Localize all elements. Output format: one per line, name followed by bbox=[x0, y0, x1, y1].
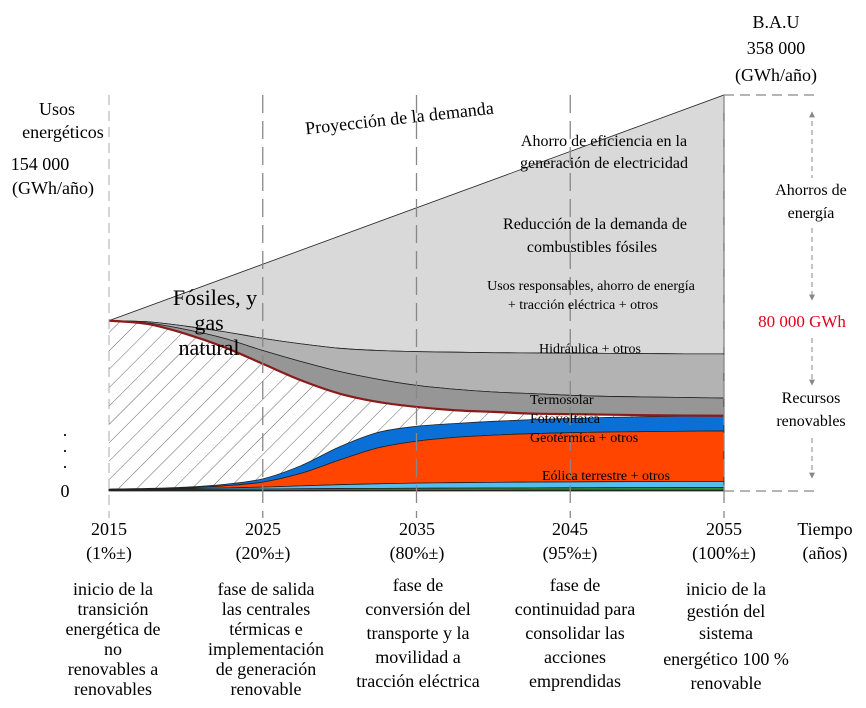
x-pct-2025: (20%±) bbox=[236, 543, 291, 564]
demand-projection-label: Proyección de la demanda bbox=[304, 98, 494, 139]
y-unit: (GWh/año) bbox=[12, 178, 94, 199]
y-start-value: 154 000 bbox=[11, 154, 70, 174]
fosiles-edge-line bbox=[108, 319, 725, 417]
ylabel-line-2: energéticos bbox=[22, 122, 104, 142]
phase-2025-line: las centrales bbox=[222, 599, 310, 619]
phase-2055-line: sistema bbox=[699, 623, 753, 643]
label-fosiles-1: Fósiles, y bbox=[173, 285, 257, 310]
bau-label: B.A.U bbox=[752, 12, 799, 32]
label-ahorro-eficiencia-1: Ahorro de eficiencia en la bbox=[521, 133, 687, 150]
phase-2015: inicio de la transición energética de no… bbox=[65, 579, 160, 699]
phase-2055-line: inicio de la bbox=[686, 579, 766, 599]
label-usos-responsables-2: + tracción eléctrica + otros bbox=[508, 298, 658, 313]
phase-2045-line: consolidar las bbox=[525, 623, 624, 643]
phase-2015-line: renovables a bbox=[68, 659, 158, 679]
label-termosolar-2: Fotovoltaica bbox=[530, 412, 601, 427]
label-termosolar-3: Geotérmica + otros bbox=[530, 431, 638, 446]
x-year-2035: 2035 bbox=[399, 519, 435, 539]
phase-2035-line: movilidad a bbox=[375, 647, 460, 667]
phase-2045-line: emprendidas bbox=[529, 671, 621, 691]
phase-2045: fase de continuidad para consolidar las … bbox=[515, 575, 635, 691]
ylabel-line-1: Usos bbox=[39, 99, 75, 119]
x-pct-2035: (80%±) bbox=[390, 543, 445, 564]
label-fosiles-3: natural bbox=[178, 335, 239, 360]
phase-2015-line: renovables bbox=[74, 679, 152, 699]
phase-2045-line: fase de bbox=[550, 575, 600, 595]
phase-2015-line: transición bbox=[78, 599, 149, 619]
phase-2055-line: gestión del bbox=[687, 601, 766, 621]
label-eolica: Eólica terrestre + otros bbox=[542, 469, 670, 484]
x-pct-2045: (95%±) bbox=[543, 543, 598, 564]
phase-2035-line: conversión del bbox=[365, 599, 470, 619]
phase-2055-line: energético 100 % bbox=[663, 649, 789, 669]
x-pct-2015: (1%±) bbox=[86, 543, 132, 564]
phase-2025: fase de salida las centrales térmicas e … bbox=[208, 579, 324, 699]
phase-2015-line: no bbox=[104, 639, 122, 659]
phase-2035-line: fase de bbox=[393, 575, 443, 595]
y-dot-2: · bbox=[62, 441, 68, 461]
label-usos-responsables-1: Usos responsables, ahorro de energía bbox=[487, 279, 696, 294]
x-pct-2055: (100%±) bbox=[692, 543, 756, 564]
phase-2025-line: de generación bbox=[216, 659, 316, 679]
bau-value: 358 000 bbox=[747, 38, 806, 58]
phase-2035: fase de conversión del transporte y la m… bbox=[356, 575, 479, 691]
x-year-2025: 2025 bbox=[245, 519, 281, 539]
phase-2025-line: renovable bbox=[231, 679, 302, 699]
phase-2025-line: fase de salida bbox=[218, 579, 315, 599]
recursos-label-2: renovables bbox=[776, 413, 845, 430]
phase-2025-line: térmicas e bbox=[229, 619, 302, 639]
label-hidraulica: Hidráulica + otros bbox=[539, 342, 641, 357]
xlabel-line-1: Tiempo bbox=[797, 519, 852, 539]
ahorros-label-1: Ahorros de bbox=[775, 182, 847, 199]
ahorros-label-2: energía bbox=[788, 205, 835, 222]
y-dot-1: · bbox=[62, 425, 68, 445]
label-termosolar-1: Termosolar bbox=[530, 393, 594, 408]
guide-lines bbox=[108, 94, 815, 518]
y-dot-3: · bbox=[62, 457, 68, 477]
label-reduccion-1: Reducción de la demanda de bbox=[503, 216, 687, 233]
label-fosiles-2: gas bbox=[194, 310, 223, 335]
phase-2015-line: energética de bbox=[65, 619, 160, 639]
label-reduccion-2: combustibles fósiles bbox=[527, 239, 657, 256]
phase-2055-line: renovable bbox=[691, 673, 762, 693]
mid-value-label: 80 000 GWh bbox=[758, 312, 846, 331]
phase-2055: inicio de la gestión del sistema energét… bbox=[663, 579, 789, 693]
xlabel-line-2: (años) bbox=[803, 543, 848, 564]
y-zero-label: 0 bbox=[61, 481, 70, 501]
phase-2035-line: transporte y la bbox=[367, 623, 470, 643]
x-year-2015: 2015 bbox=[91, 519, 127, 539]
phase-2015-line: inicio de la bbox=[73, 579, 153, 599]
x-year-2045: 2045 bbox=[552, 519, 588, 539]
phase-2035-line: tracción eléctrica bbox=[356, 671, 479, 691]
recursos-label-1: Recursos bbox=[782, 390, 841, 407]
bau-unit: (GWh/año) bbox=[735, 65, 817, 86]
x-year-2055: 2055 bbox=[706, 519, 742, 539]
label-ahorro-eficiencia-2: generación de electricidad bbox=[520, 155, 688, 172]
phase-2025-line: implementación bbox=[208, 639, 324, 659]
phase-2045-line: acciones bbox=[544, 647, 606, 667]
phase-2045-line: continuidad para bbox=[515, 599, 635, 619]
